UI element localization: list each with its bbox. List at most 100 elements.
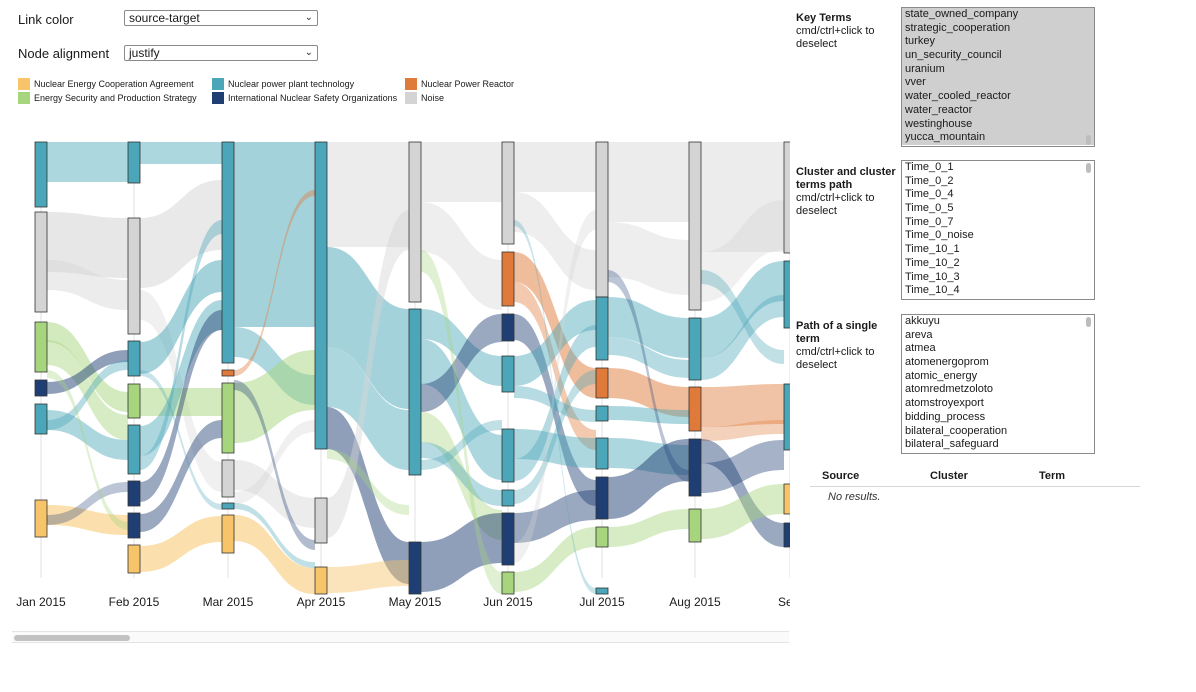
sankey-node[interactable] — [595, 437, 609, 470]
sankey-link[interactable] — [140, 388, 222, 416]
sankey-link[interactable] — [701, 440, 784, 493]
cluster-term-option[interactable]: Time_0_1 — [905, 161, 954, 173]
sankey-link[interactable] — [140, 420, 222, 532]
sankey-node[interactable] — [314, 566, 328, 595]
key-terms-listbox[interactable]: state_owned_company strategic_cooperation… — [901, 7, 1095, 147]
key-term-option[interactable]: un_security_council — [902, 49, 1094, 63]
sankey-link[interactable] — [514, 370, 596, 504]
sankey-link[interactable] — [608, 337, 689, 378]
sankey-node[interactable] — [221, 514, 235, 554]
sankey-link[interactable] — [421, 309, 502, 386]
sankey-link[interactable] — [514, 429, 596, 468]
sankey-node[interactable] — [595, 587, 609, 595]
single-term-option[interactable]: atomstroyexport — [905, 397, 984, 410]
sankey-link[interactable] — [327, 347, 409, 470]
sankey-link[interactable] — [47, 360, 128, 430]
sankey-node[interactable] — [34, 403, 48, 435]
sankey-link[interactable] — [701, 142, 784, 252]
sankey-link[interactable] — [140, 300, 222, 456]
cluster-terms-listbox[interactable]: Time_0_1 Time_0_2 Time_0_4 Time_0_5 Time_0_7… — [901, 160, 1095, 300]
sankey-link[interactable] — [514, 314, 596, 506]
cluster-term-option[interactable]: Time_0_4 — [905, 188, 954, 201]
sankey-node[interactable] — [127, 544, 141, 574]
sankey-link[interactable] — [140, 516, 222, 572]
sankey-link[interactable] — [47, 410, 128, 460]
scrollbar-thumb[interactable] — [1086, 317, 1091, 327]
sankey-link[interactable] — [421, 314, 502, 412]
sankey-link[interactable] — [421, 513, 502, 592]
chart-horizontal-scrollbar[interactable] — [12, 631, 789, 643]
sankey-node[interactable] — [595, 141, 609, 298]
sankey-node[interactable] — [595, 367, 609, 399]
single-term-option[interactable]: akkuyu — [905, 315, 940, 327]
sankey-link[interactable] — [421, 250, 502, 594]
link-color-select[interactable]: source-target ⌄ — [124, 10, 318, 26]
listbox-scrollbar[interactable] — [1084, 162, 1093, 298]
sankey-node[interactable] — [221, 141, 235, 364]
key-term-option[interactable]: state_owned_company — [902, 8, 1094, 22]
sankey-link[interactable] — [234, 503, 315, 568]
cluster-term-option[interactable]: Time_0_5 — [905, 202, 954, 215]
sankey-link[interactable] — [701, 270, 784, 364]
sankey-link[interactable] — [514, 386, 596, 422]
sankey-link[interactable] — [234, 142, 315, 327]
sankey-link[interactable] — [47, 350, 128, 394]
sankey-link[interactable] — [421, 442, 502, 506]
sankey-link[interactable] — [140, 180, 222, 288]
key-term-option[interactable]: vver — [902, 76, 1094, 91]
sankey-link[interactable] — [421, 412, 502, 540]
sankey-node[interactable] — [34, 321, 48, 373]
sankey-link[interactable] — [140, 310, 222, 502]
sankey-link[interactable] — [701, 200, 784, 302]
sankey-link[interactable] — [514, 220, 596, 594]
sankey-node[interactable] — [127, 512, 141, 539]
sankey-link[interactable] — [327, 560, 409, 593]
key-term-option[interactable]: water_reactor — [902, 103, 1094, 118]
scrollbar-thumb[interactable] — [1086, 135, 1091, 145]
sankey-node[interactable] — [783, 260, 790, 329]
sankey-node[interactable] — [314, 497, 328, 544]
sankey-node[interactable] — [595, 476, 609, 520]
sankey-node[interactable] — [783, 522, 790, 548]
cluster-term-option[interactable]: Time_0_7 — [905, 215, 954, 228]
sankey-node[interactable] — [127, 480, 141, 507]
sankey-link[interactable] — [47, 370, 128, 530]
sankey-node[interactable] — [34, 379, 48, 397]
key-term-option[interactable]: strategic_cooperation — [902, 21, 1094, 36]
single-term-option[interactable]: areva — [905, 328, 933, 341]
sankey-link[interactable] — [514, 282, 596, 450]
sankey-link[interactable] — [514, 490, 596, 543]
sankey-link[interactable] — [514, 527, 596, 592]
sankey-link[interactable] — [234, 190, 315, 376]
sankey-link[interactable] — [421, 202, 502, 310]
sankey-node[interactable] — [221, 502, 235, 510]
sankey-link[interactable] — [421, 339, 502, 480]
sankey-node[interactable] — [408, 308, 422, 476]
sankey-node[interactable] — [34, 141, 48, 208]
sankey-link[interactable] — [701, 420, 784, 441]
sankey-node[interactable] — [314, 141, 328, 450]
sankey-link[interactable] — [47, 212, 128, 278]
listbox-scrollbar[interactable] — [1084, 9, 1093, 145]
sankey-node[interactable] — [501, 313, 515, 342]
sankey-node[interactable] — [783, 483, 790, 515]
sankey-link[interactable] — [421, 420, 502, 470]
sankey-link[interactable] — [701, 484, 784, 539]
sankey-link[interactable] — [608, 142, 689, 222]
sankey-link[interactable] — [47, 482, 128, 525]
sankey-link[interactable] — [327, 247, 409, 409]
sankey-link[interactable] — [514, 300, 596, 386]
sankey-link[interactable] — [608, 270, 689, 482]
sankey-link[interactable] — [327, 210, 409, 538]
sankey-link[interactable] — [47, 260, 128, 310]
sankey-link[interactable] — [608, 297, 689, 358]
sankey-link[interactable] — [514, 252, 596, 398]
sankey-node[interactable] — [221, 382, 235, 454]
column-header-source[interactable]: Source — [822, 470, 860, 482]
cluster-term-option[interactable]: Time_0_2 — [905, 174, 954, 187]
sankey-node[interactable] — [34, 499, 48, 538]
sankey-link[interactable] — [327, 449, 409, 515]
sankey-node[interactable] — [688, 386, 702, 432]
sankey-link[interactable] — [140, 260, 222, 374]
single-term-option[interactable]: atmea — [905, 342, 936, 355]
